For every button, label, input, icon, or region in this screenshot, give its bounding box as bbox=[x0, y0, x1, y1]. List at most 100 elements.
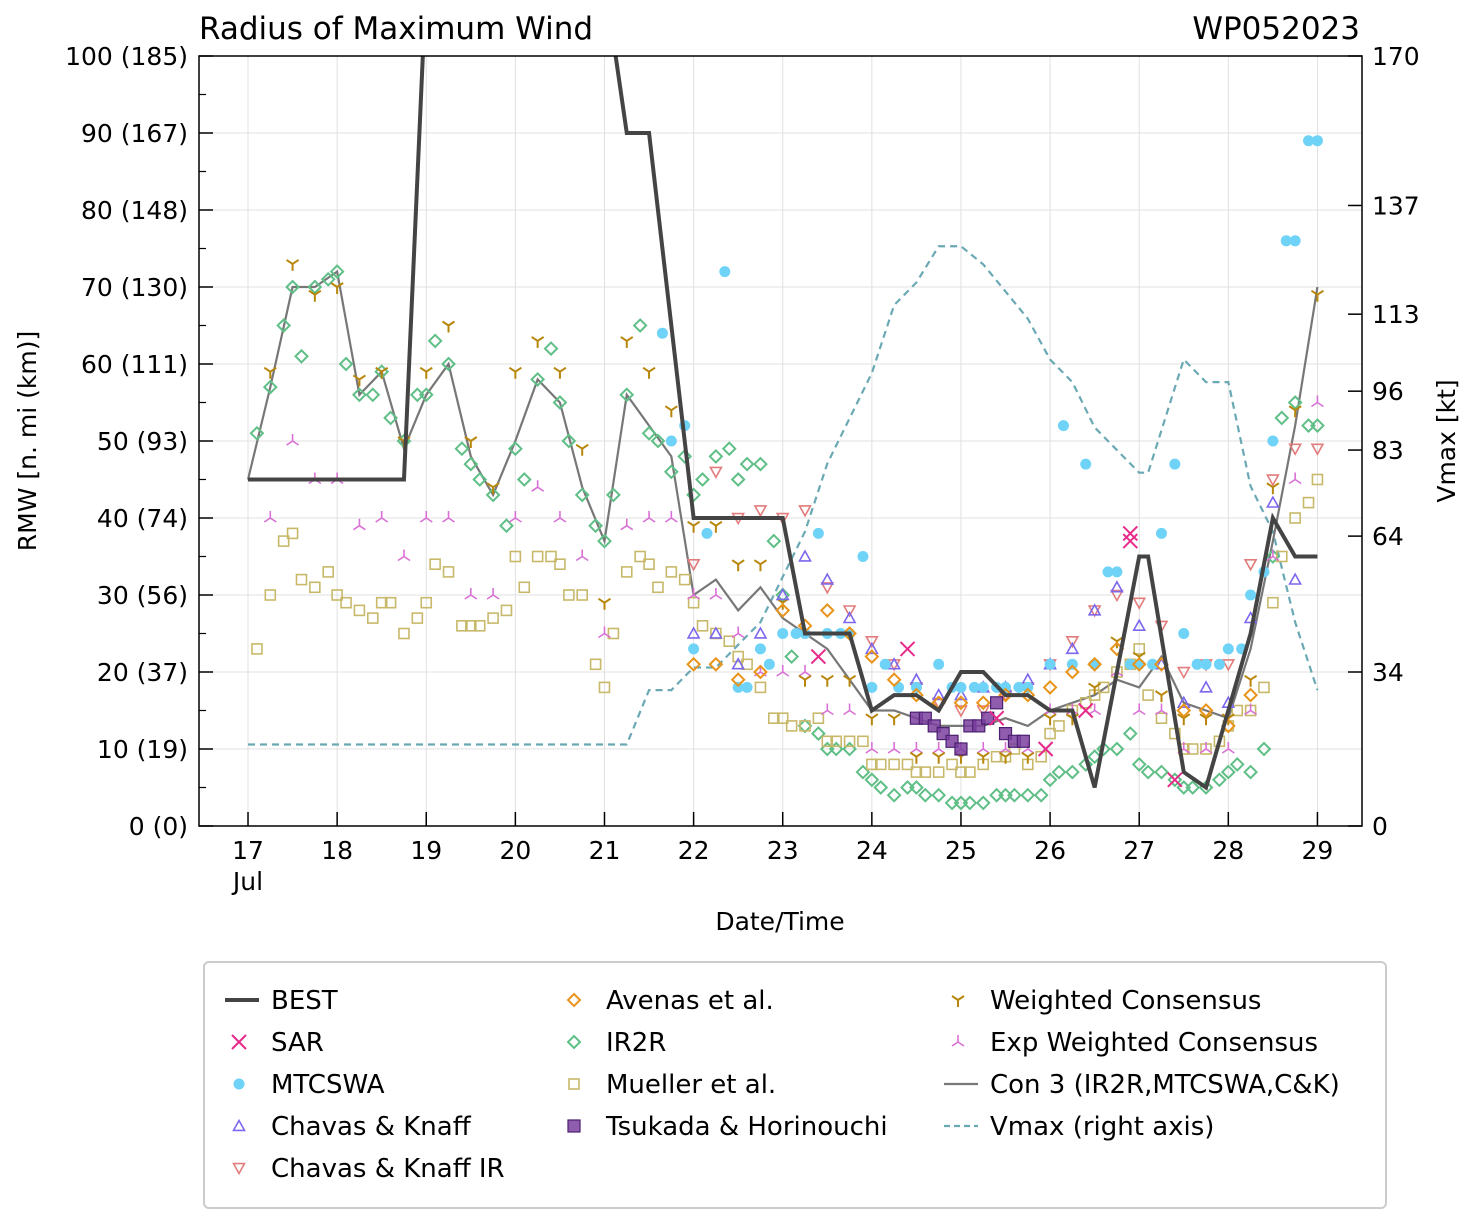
chavas-knaff-ir-point bbox=[1110, 589, 1124, 603]
weighted-consensus-point bbox=[419, 366, 433, 379]
mtcswa-point bbox=[763, 658, 775, 670]
legend-item-best: BEST bbox=[225, 986, 338, 1016]
mueller-et-al-point bbox=[1311, 473, 1324, 486]
ir2r-point bbox=[641, 425, 657, 441]
ir2r-point bbox=[619, 387, 635, 403]
series-mtcswa bbox=[656, 135, 1323, 693]
legend-item-weighted-consensus: Weighted Consensus bbox=[951, 986, 1261, 1016]
chavas-knaff-ir-point bbox=[753, 505, 768, 518]
mtcswa-point bbox=[1044, 658, 1056, 670]
legend-item-ir2r: IR2R bbox=[566, 1028, 666, 1058]
weighted-consensus-point bbox=[820, 674, 834, 687]
ir2r-point bbox=[329, 264, 345, 280]
y-tick-label: 30 (56) bbox=[97, 581, 188, 610]
ir2r-point bbox=[1140, 764, 1156, 780]
mueller-et-al-point bbox=[398, 627, 410, 640]
exp-weighted-consensus-point bbox=[664, 511, 678, 523]
mueller-et-al-point bbox=[1302, 496, 1315, 509]
y2-tick-label: 96 bbox=[1372, 377, 1404, 406]
sar-point bbox=[1037, 741, 1054, 757]
x-tick-label: 20 bbox=[499, 836, 531, 865]
ir2r-point bbox=[552, 395, 568, 410]
mtcswa-point bbox=[1102, 566, 1114, 578]
ir2r-point bbox=[730, 472, 746, 487]
mueller-et-al-point bbox=[340, 596, 352, 609]
mtcswa-point bbox=[1133, 658, 1145, 670]
exp-weighted-consensus-point bbox=[1221, 742, 1235, 754]
exp-weighted-consensus-point bbox=[531, 480, 545, 492]
legend-swatch bbox=[951, 1035, 965, 1047]
mueller-et-al-point bbox=[1289, 512, 1301, 524]
x-tick-label: 29 bbox=[1302, 836, 1334, 865]
vmax-right-axis-line bbox=[248, 245, 1319, 746]
ir2r-point bbox=[1020, 787, 1036, 803]
mtcswa-point bbox=[719, 266, 731, 278]
series-tsukada-horinouchi bbox=[909, 696, 1030, 756]
legend-label: Avenas et al. bbox=[606, 986, 774, 1016]
legend-item-exp-weighted-consensus: Exp Weighted Consensus bbox=[951, 1028, 1318, 1058]
exp-weighted-consensus-point bbox=[1266, 549, 1280, 562]
y2-tick-label: 64 bbox=[1372, 522, 1404, 551]
chavas-knaff-point bbox=[864, 641, 879, 655]
ir2r-point bbox=[307, 279, 323, 295]
x-tick-label: 17 bbox=[232, 836, 264, 865]
exp-weighted-consensus-point bbox=[843, 703, 857, 716]
legend-item-vmax-right-axis: Vmax (right axis) bbox=[944, 1112, 1214, 1142]
weighted-consensus-point bbox=[932, 751, 946, 764]
mueller-et-al-point bbox=[509, 550, 522, 563]
mueller-et-al-point bbox=[857, 735, 869, 748]
mtcswa-point bbox=[1245, 589, 1257, 601]
mtcswa-point bbox=[1311, 135, 1323, 147]
ir2r-point bbox=[1220, 764, 1236, 780]
mueller-et-al-point bbox=[830, 735, 842, 748]
mtcswa-point bbox=[754, 643, 766, 655]
ir2r-point bbox=[463, 456, 479, 472]
sar-point bbox=[899, 641, 916, 657]
chavas-knaff-ir-point bbox=[709, 466, 723, 479]
mtcswa-point bbox=[688, 643, 700, 655]
ir2r-point bbox=[1287, 395, 1303, 410]
ir2r-point bbox=[561, 433, 577, 449]
ir2r-point bbox=[908, 780, 924, 795]
weighted-consensus-point bbox=[1088, 682, 1102, 695]
mtcswa-point bbox=[665, 435, 677, 447]
x-tick-label: 28 bbox=[1212, 836, 1244, 865]
avenas-et-al-point bbox=[1176, 703, 1192, 718]
ir2r-point bbox=[1051, 764, 1067, 780]
mueller-et-al-point bbox=[563, 589, 575, 601]
weighted-consensus-point bbox=[308, 289, 322, 302]
y-tick-label: 80 (148) bbox=[81, 196, 188, 225]
exp-weighted-consensus-point bbox=[932, 742, 946, 754]
mueller-et-al-point bbox=[411, 612, 424, 624]
weighted-consensus-point bbox=[330, 282, 344, 294]
legend-label: MTCSWA bbox=[271, 1070, 385, 1100]
legend-item-chavas-knaff: Chavas & Knaff bbox=[232, 1112, 472, 1142]
mueller-et-al-point bbox=[264, 589, 277, 601]
mueller-et-al-point bbox=[309, 581, 321, 594]
ir2r-point bbox=[276, 318, 292, 333]
weighted-consensus-point bbox=[1244, 674, 1258, 687]
ir2r-point bbox=[543, 341, 559, 357]
mueller-et-al-point bbox=[919, 766, 932, 778]
chavas-knaff-ir-point bbox=[1243, 559, 1258, 572]
ir2r-point bbox=[294, 348, 309, 364]
y-tick-label: 70 (130) bbox=[81, 273, 188, 302]
x-tick-label: 25 bbox=[945, 836, 977, 865]
ir2r-point bbox=[1154, 764, 1169, 780]
mueller-et-al-point bbox=[1133, 643, 1146, 655]
weighted-consensus-point bbox=[798, 674, 812, 687]
ir2r-point bbox=[766, 533, 782, 549]
ir2r-point bbox=[516, 472, 532, 487]
mueller-et-al-point bbox=[251, 643, 263, 655]
sar-point bbox=[810, 648, 827, 665]
ir2r-point bbox=[663, 464, 679, 480]
weighted-consensus-point bbox=[1043, 713, 1057, 726]
mtcswa-point bbox=[741, 681, 753, 693]
tsukada-horinouchi-point bbox=[990, 696, 1004, 710]
mtcswa-point bbox=[1111, 566, 1123, 578]
mueller-et-al-point bbox=[1142, 689, 1154, 701]
avenas-et-al-point bbox=[819, 602, 835, 618]
mueller-et-al-point bbox=[295, 573, 308, 586]
chavas-knaff-ir-point bbox=[1288, 443, 1303, 456]
chavas-knaff-ir-point bbox=[1221, 659, 1236, 672]
